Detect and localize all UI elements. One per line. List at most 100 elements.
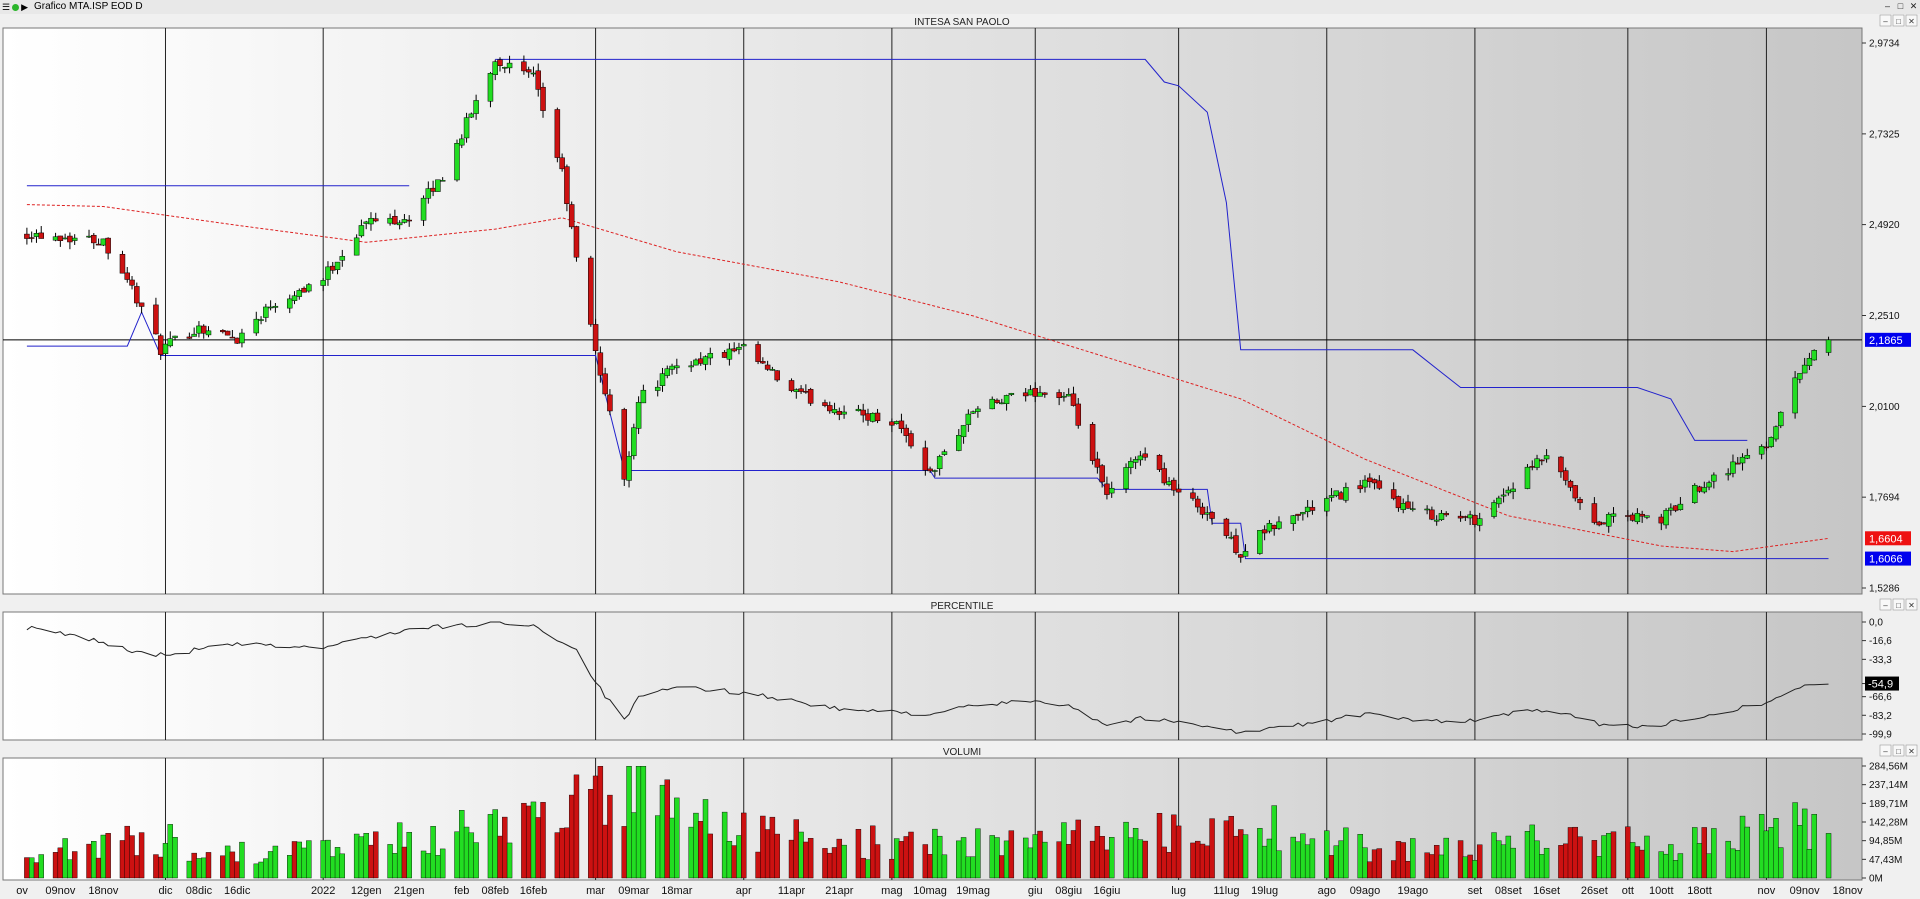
volume-bar bbox=[435, 855, 441, 879]
candle-body bbox=[707, 353, 714, 359]
candle-body bbox=[1476, 518, 1483, 526]
volume-bar bbox=[827, 852, 833, 879]
panel-maximize-button[interactable]: □ bbox=[1896, 17, 1901, 26]
y-tick-label: 189,71M bbox=[1869, 799, 1908, 810]
candle-body bbox=[573, 226, 580, 258]
candle-body bbox=[1429, 509, 1435, 520]
candle-body bbox=[1008, 392, 1015, 395]
candle-body bbox=[1237, 554, 1244, 558]
candle-body bbox=[1677, 503, 1684, 510]
volume-bar bbox=[640, 766, 647, 879]
volume-bar bbox=[1104, 849, 1110, 879]
volume-bar bbox=[975, 828, 981, 879]
volume-bar bbox=[220, 855, 226, 879]
candle-body bbox=[1625, 515, 1631, 517]
candle-body bbox=[1194, 498, 1201, 508]
volume-bar bbox=[1606, 833, 1612, 879]
volume-bar bbox=[1797, 825, 1803, 879]
volume-bar bbox=[1156, 813, 1163, 879]
candle-body bbox=[100, 238, 107, 246]
candle-body bbox=[329, 265, 336, 271]
candle-body bbox=[425, 188, 432, 199]
volume-bar bbox=[1658, 851, 1664, 879]
panel-maximize-button[interactable]: □ bbox=[1896, 747, 1901, 756]
candle-body bbox=[1505, 489, 1512, 494]
candle-body bbox=[1400, 503, 1406, 510]
candle-body bbox=[57, 235, 64, 241]
volume-bar bbox=[626, 766, 632, 879]
volume-bar bbox=[535, 817, 541, 879]
y-tick-label: 237,14M bbox=[1869, 780, 1908, 791]
candle-body bbox=[836, 411, 843, 415]
candle-body bbox=[736, 346, 742, 350]
candle-body bbox=[1089, 424, 1096, 461]
candle-body bbox=[1634, 513, 1641, 523]
panel-minimize-button[interactable]: ‒ bbox=[1883, 747, 1888, 756]
x-tick-label: 2022 bbox=[311, 885, 335, 897]
panel-minimize-button[interactable]: ‒ bbox=[1883, 17, 1888, 26]
candle-body bbox=[62, 237, 68, 240]
candle-body bbox=[1410, 508, 1416, 510]
volume-bar bbox=[1672, 860, 1679, 879]
volume-bar bbox=[1309, 838, 1316, 879]
volume-bar bbox=[1199, 843, 1206, 879]
volume-bar bbox=[669, 817, 675, 879]
volume-bar bbox=[874, 844, 881, 879]
volume-bar bbox=[1634, 846, 1641, 879]
menu-icon[interactable]: ☰ bbox=[2, 2, 11, 12]
candle-body bbox=[320, 280, 326, 286]
candle-body bbox=[119, 253, 126, 274]
volume-bar bbox=[33, 862, 40, 879]
panel-control-box bbox=[1879, 14, 1892, 27]
volume-bar bbox=[1257, 828, 1263, 879]
candle-body bbox=[1204, 512, 1211, 515]
candle-body bbox=[922, 447, 929, 471]
candle-body bbox=[473, 100, 479, 114]
volume-bar bbox=[1625, 826, 1631, 879]
volume-bar bbox=[1825, 833, 1832, 879]
candle-body bbox=[1128, 461, 1134, 468]
volume-bar bbox=[1324, 830, 1330, 879]
candle-body bbox=[831, 409, 838, 414]
volume-bar bbox=[454, 831, 460, 879]
panel-maximize-button[interactable]: □ bbox=[1896, 601, 1901, 610]
candle-body bbox=[807, 389, 814, 404]
candle-body bbox=[1405, 501, 1411, 509]
panel-close-button[interactable]: ✕ bbox=[1908, 601, 1915, 610]
candle-body bbox=[224, 330, 231, 336]
candle-body bbox=[306, 284, 312, 292]
maximize-button[interactable]: □ bbox=[1897, 1, 1904, 11]
candle-body bbox=[530, 72, 537, 75]
volume-bar bbox=[793, 819, 800, 879]
volume-bar bbox=[1811, 814, 1817, 879]
volume-bar bbox=[1639, 849, 1645, 879]
candle-body bbox=[129, 279, 135, 286]
volume-bar bbox=[330, 856, 336, 879]
volume-bar bbox=[1261, 845, 1268, 879]
candle-body bbox=[1567, 480, 1574, 488]
volume-bar bbox=[540, 802, 546, 879]
candle-body bbox=[1061, 395, 1067, 398]
panel-close-button[interactable]: ✕ bbox=[1908, 17, 1915, 26]
play-icon[interactable]: ▶ bbox=[21, 2, 28, 12]
close-button[interactable]: ✕ bbox=[1909, 1, 1918, 11]
volume-bar bbox=[373, 831, 379, 879]
volume-bar bbox=[1376, 848, 1383, 879]
minimize-button[interactable]: ‒ bbox=[1884, 1, 1890, 11]
panel-minimize-button[interactable]: ‒ bbox=[1883, 601, 1888, 610]
volume-bar bbox=[865, 859, 871, 879]
volume-bar bbox=[258, 861, 264, 879]
volume-bar bbox=[1065, 844, 1072, 879]
volume-bar bbox=[1405, 861, 1411, 879]
volume-bar bbox=[764, 829, 771, 879]
candle-body bbox=[1242, 551, 1249, 557]
volume-bar bbox=[1089, 840, 1096, 879]
volume-bar bbox=[439, 848, 446, 879]
volume-bar bbox=[1467, 854, 1473, 879]
panel-title: VOLUMI bbox=[943, 747, 981, 758]
candle-body bbox=[1491, 502, 1497, 517]
volume-bar bbox=[57, 847, 64, 879]
y-tick-label: 142,28M bbox=[1869, 818, 1908, 829]
support-value-label: 1,6066 bbox=[1869, 554, 1903, 566]
panel-close-button[interactable]: ✕ bbox=[1908, 747, 1915, 756]
